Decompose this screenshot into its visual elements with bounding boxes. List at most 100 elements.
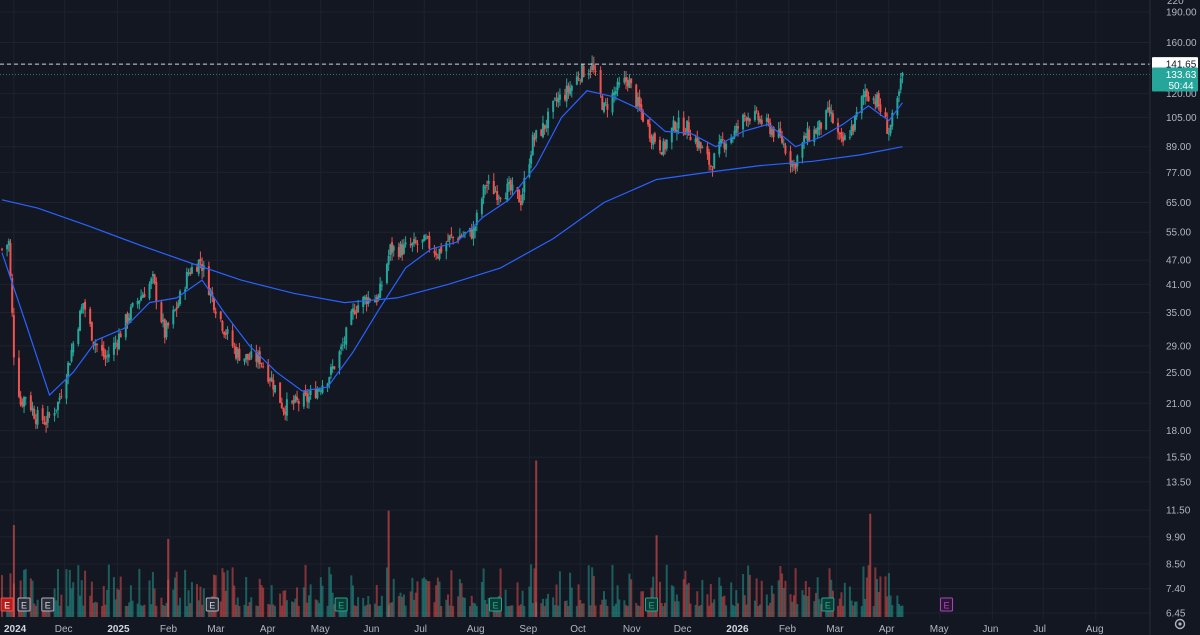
candle-up bbox=[68, 363, 71, 366]
volume-bar bbox=[689, 603, 692, 617]
volume-bar bbox=[781, 573, 784, 617]
candle-up bbox=[136, 300, 139, 305]
candle-up bbox=[791, 161, 794, 168]
volume-bar bbox=[326, 605, 329, 617]
candle-down bbox=[119, 333, 122, 338]
time-tick-label: Aug bbox=[467, 624, 485, 635]
candle-down bbox=[397, 247, 400, 257]
moving-average-line bbox=[1, 90, 903, 397]
volume-bar bbox=[446, 594, 449, 617]
candle-down bbox=[155, 281, 158, 302]
volume-bar bbox=[889, 595, 892, 617]
candle-down bbox=[224, 333, 227, 335]
candle-up bbox=[58, 397, 61, 400]
candle-up bbox=[399, 243, 402, 257]
volume-bar bbox=[114, 599, 117, 617]
candle-up bbox=[782, 143, 785, 145]
candle-down bbox=[189, 272, 192, 275]
earnings-marker: E bbox=[488, 597, 502, 612]
volume-bar bbox=[141, 605, 144, 617]
volume-bar bbox=[60, 594, 63, 617]
candle-up bbox=[677, 117, 680, 129]
volume-bar bbox=[94, 601, 97, 617]
earnings-marker: E bbox=[821, 597, 835, 612]
earnings-marker-box bbox=[41, 597, 55, 612]
candle-up bbox=[876, 94, 879, 108]
volume-bar bbox=[575, 606, 578, 617]
candle-down bbox=[282, 408, 285, 412]
time-tick-label: Jul bbox=[414, 624, 427, 635]
candle-down bbox=[540, 129, 543, 136]
candle-down bbox=[519, 200, 522, 206]
volume-bar bbox=[531, 603, 534, 617]
candle-up bbox=[438, 248, 441, 259]
candle-down bbox=[781, 135, 784, 143]
time-axis[interactable]: 2024 Dec 2025 Feb Mar Apr May Jun Jul Aug Sep Oct No… bbox=[4, 624, 1104, 635]
volume-bar bbox=[876, 578, 879, 617]
candle-up bbox=[6, 244, 9, 250]
volume-bar bbox=[806, 596, 809, 617]
candle-up bbox=[24, 397, 27, 399]
earnings-marker: E bbox=[17, 597, 31, 612]
volume-bar bbox=[250, 597, 253, 617]
volume-bar bbox=[309, 584, 312, 617]
volume-bar bbox=[840, 592, 843, 617]
volume-bar bbox=[803, 595, 806, 617]
volume-bar bbox=[155, 605, 158, 617]
volume-bar bbox=[151, 571, 154, 617]
candle-down bbox=[664, 141, 667, 150]
candle-down bbox=[246, 353, 249, 360]
candle-up bbox=[328, 377, 331, 384]
volume-bar bbox=[604, 599, 607, 617]
candle-up bbox=[843, 135, 846, 141]
volume-bar bbox=[603, 591, 606, 617]
volume-bar bbox=[782, 588, 785, 617]
candle-down bbox=[212, 297, 215, 311]
candle-down bbox=[660, 152, 663, 155]
candle-down bbox=[567, 85, 570, 93]
volume-bar bbox=[733, 605, 736, 617]
time-tick-label: Jul bbox=[1033, 624, 1046, 635]
volume-bar bbox=[506, 606, 509, 617]
volume-bar bbox=[150, 604, 153, 617]
candle-up bbox=[898, 91, 901, 96]
candle-up bbox=[697, 141, 700, 149]
volume-bar bbox=[628, 573, 631, 617]
volume-bar bbox=[196, 584, 199, 617]
volume-bar bbox=[760, 580, 763, 617]
candle-down bbox=[9, 243, 12, 277]
earnings-marker-label: E bbox=[45, 601, 51, 611]
candle-down bbox=[852, 124, 855, 132]
candle-up bbox=[302, 393, 305, 407]
candle-down bbox=[745, 117, 748, 121]
candle-down bbox=[21, 401, 24, 406]
candle-up bbox=[694, 138, 697, 143]
volume-bar bbox=[296, 587, 299, 617]
candle-down bbox=[592, 64, 595, 70]
volume-bar bbox=[219, 601, 222, 617]
volume-bar bbox=[592, 575, 595, 617]
candle-down bbox=[460, 235, 463, 237]
volume-bar bbox=[886, 596, 889, 617]
price-tick-label: 9.90 bbox=[1166, 532, 1186, 543]
candle-up bbox=[129, 306, 132, 320]
volume-bar bbox=[855, 601, 858, 617]
volume-bar bbox=[484, 599, 487, 617]
candle-up bbox=[392, 246, 395, 251]
candle-down bbox=[867, 96, 870, 102]
candle-down bbox=[884, 112, 887, 117]
volume-bar bbox=[709, 584, 712, 617]
volume-bar bbox=[245, 576, 248, 617]
candle-up bbox=[165, 323, 168, 338]
gear-icon[interactable] bbox=[1174, 618, 1186, 630]
candle-up bbox=[472, 228, 475, 239]
volume-bar bbox=[224, 590, 227, 617]
volume-bar bbox=[402, 594, 405, 617]
volume-bar bbox=[89, 595, 92, 617]
candle-down bbox=[650, 136, 653, 143]
candle-up bbox=[753, 111, 756, 121]
candle-down bbox=[34, 419, 37, 424]
